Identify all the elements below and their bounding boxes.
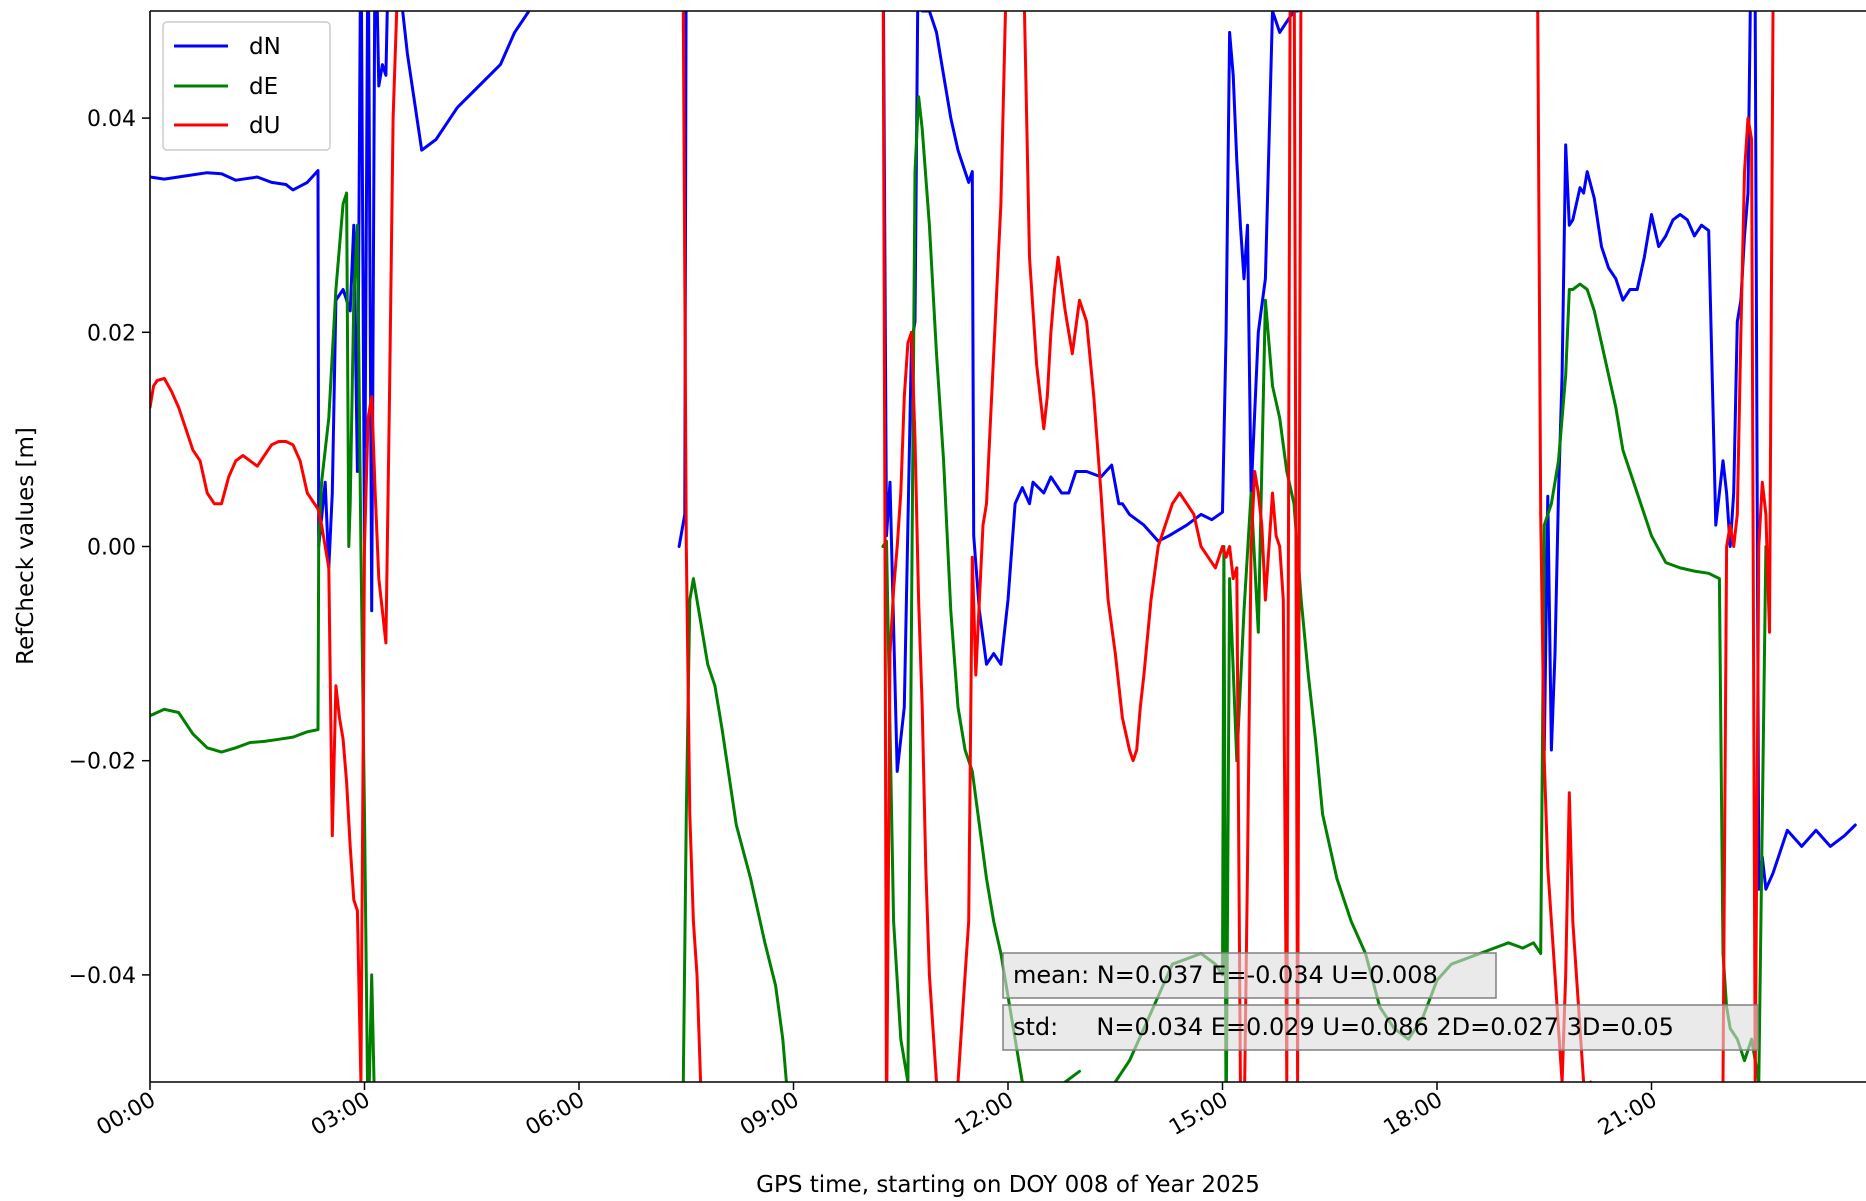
std-box xyxy=(1002,1004,1759,1051)
series-line-de-segment-6 xyxy=(881,95,1081,1082)
series-line-du-segment-10 xyxy=(681,11,703,1082)
y-tick-label: −0.04 xyxy=(69,964,136,989)
y-tick-label: 0.04 xyxy=(87,107,136,132)
series-line-de-segment-5 xyxy=(681,577,788,1082)
std-text: std: N=0.034 E=0.029 U=0.086 2D=0.027 3D… xyxy=(1013,1013,1674,1041)
mean-text: mean: N=0.037 E=-0.034 U=0.008 xyxy=(1013,961,1438,989)
series-line-du-segment-9 xyxy=(150,11,399,1082)
series-line-du-segment-13 xyxy=(1536,11,1593,1082)
legend-label-dn: dN xyxy=(249,34,281,60)
series-line-du-segment-12 xyxy=(1235,11,1303,1082)
series-line-de-segment-4 xyxy=(150,191,376,1082)
series-line-du-segment-14 xyxy=(1721,11,1775,1082)
stats-annotations: mean: N=0.037 E=-0.034 U=0.008 std: N=0.… xyxy=(1002,952,1759,1051)
legend-frame xyxy=(162,21,331,151)
series-line-dn-segment-2 xyxy=(882,11,1300,773)
y-tick-label: 0.00 xyxy=(87,536,136,561)
legend-label-de: dE xyxy=(249,74,278,100)
x-axis-title: GPS time, starting on DOY 008 of Year 20… xyxy=(756,1172,1260,1198)
series-layer xyxy=(150,11,1857,1082)
mean-box xyxy=(1002,952,1497,999)
legend: dN dE dU xyxy=(162,21,331,151)
y-tick-label: −0.02 xyxy=(69,750,136,775)
y-tick-label: 0.02 xyxy=(87,321,136,346)
y-axis-title: RefCheck values [m] xyxy=(13,427,39,665)
series-line-du-segment-11 xyxy=(881,11,1239,1082)
legend-label-du: dU xyxy=(249,113,280,139)
series-line-dn-segment-0 xyxy=(150,11,531,613)
